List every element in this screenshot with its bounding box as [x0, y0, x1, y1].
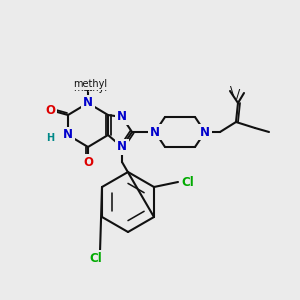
Text: N: N	[83, 97, 93, 110]
Text: N: N	[150, 125, 160, 139]
Text: Cl: Cl	[90, 251, 102, 265]
Text: methyl: methyl	[73, 79, 107, 89]
Text: Cl: Cl	[182, 176, 194, 188]
Text: methyl: methyl	[265, 125, 270, 126]
Text: H: H	[46, 133, 54, 143]
Text: N: N	[117, 140, 127, 154]
Text: \: \	[230, 85, 234, 98]
Text: N: N	[117, 110, 127, 124]
Text: methyl: methyl	[73, 83, 107, 93]
Text: methyl: methyl	[88, 91, 93, 92]
Text: /: /	[236, 88, 240, 100]
Text: N: N	[200, 125, 210, 139]
Text: O: O	[45, 103, 55, 116]
Text: O: O	[83, 155, 93, 169]
Text: N: N	[63, 128, 73, 142]
